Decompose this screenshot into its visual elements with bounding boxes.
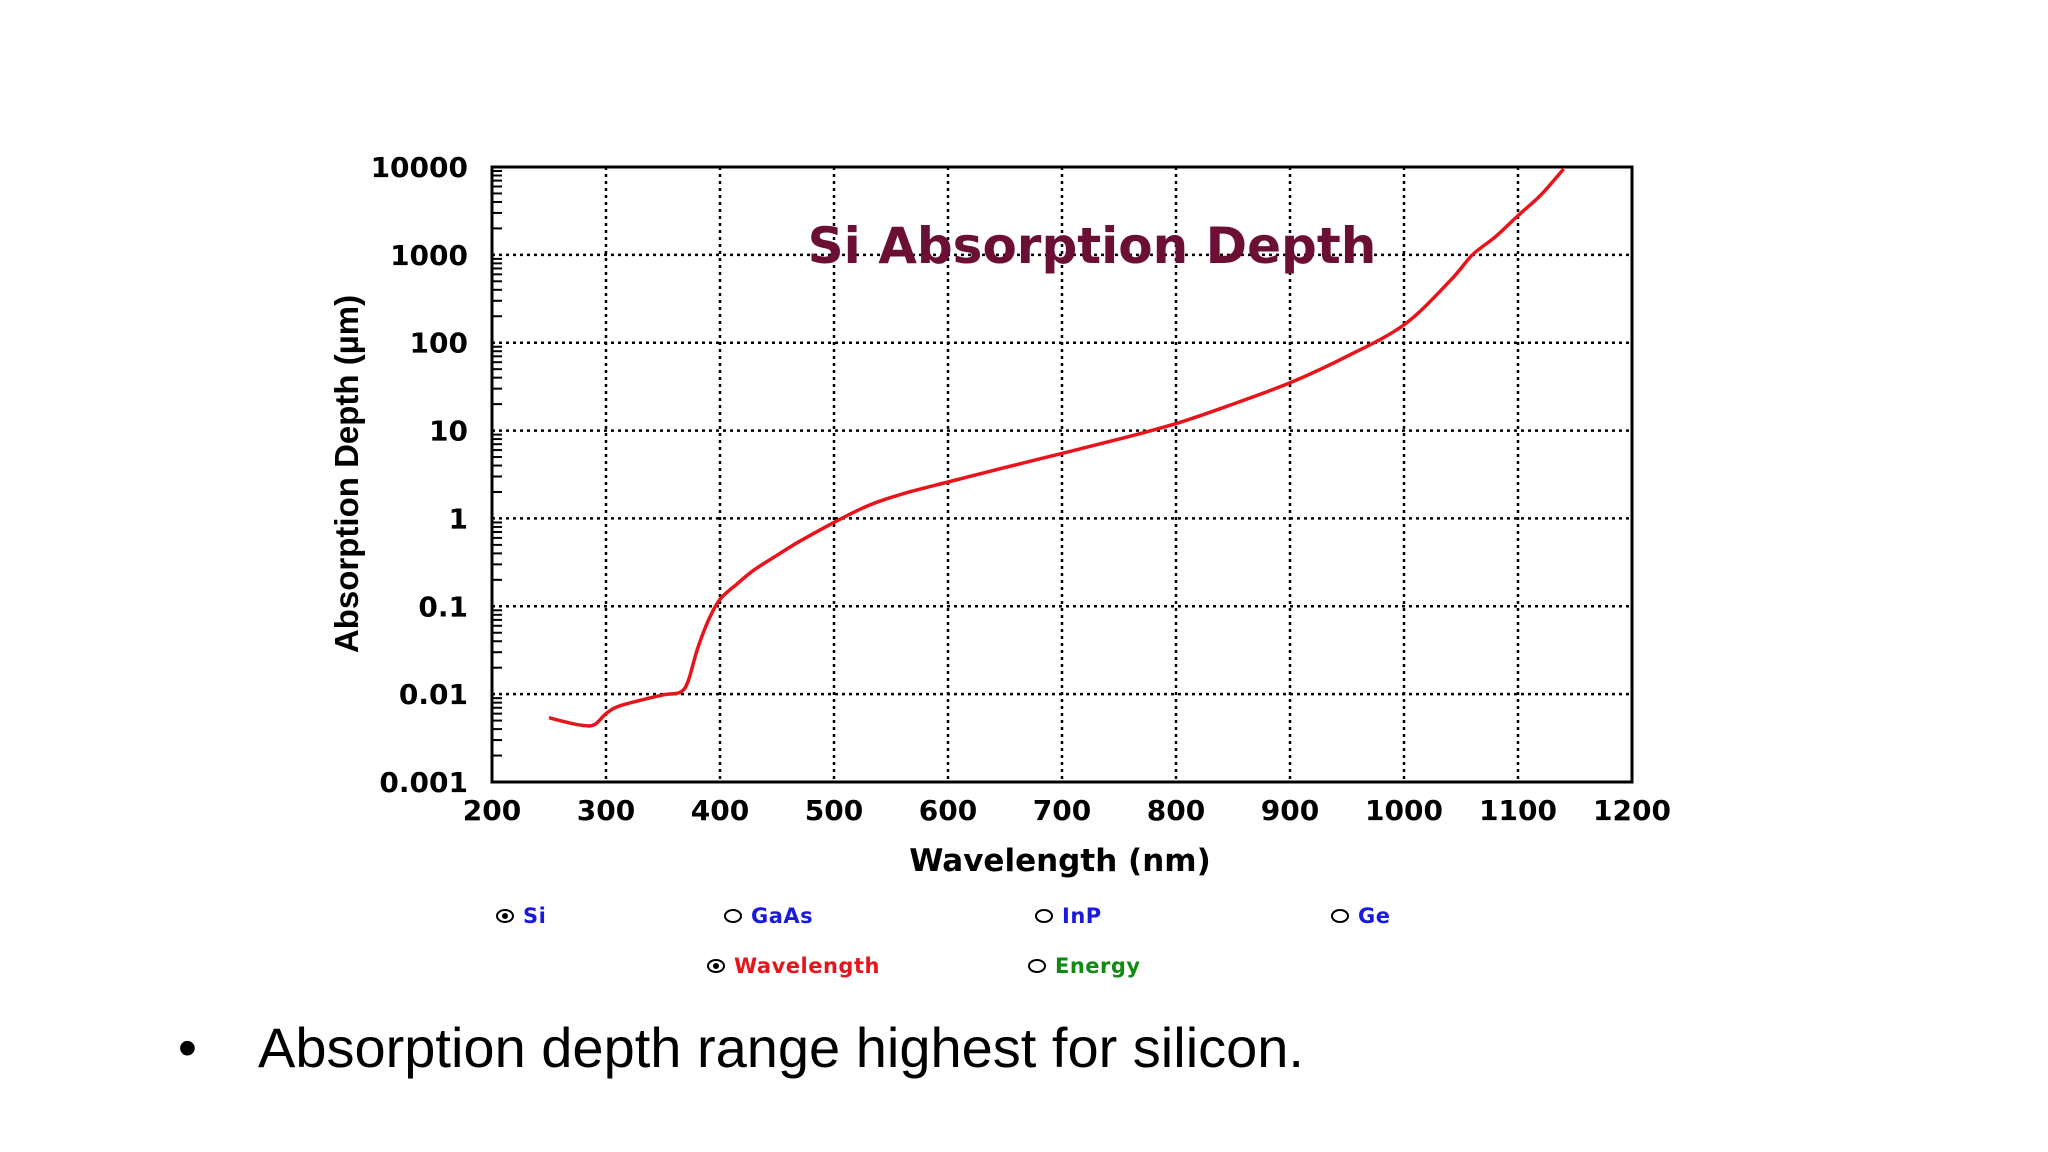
radio-gaas[interactable]: GaAs: [724, 904, 813, 928]
radio-si-label: Si: [523, 904, 547, 928]
chart-grid: [492, 167, 1632, 782]
radio-energy-label: Energy: [1055, 954, 1141, 978]
radio-ge[interactable]: Ge: [1331, 904, 1390, 928]
y-minor-ticks: [492, 170, 502, 757]
y-tick-label: 10: [429, 415, 468, 448]
x-tick-labels: 200 300 400 500 600 700 800 900 1000 1100 1200: [463, 794, 1671, 827]
radio-energy-indicator: [1028, 959, 1046, 973]
radio-si-indicator: [496, 909, 514, 923]
y-tick-labels: 0.001 0.01 0.1 1 10 100 1000 10000: [371, 151, 468, 799]
radio-ge-label: Ge: [1358, 904, 1391, 928]
chart-title: Si Absorption Depth: [808, 217, 1377, 275]
radio-wavelength-label: Wavelength: [734, 954, 880, 978]
y-tick-label: 100: [410, 327, 468, 360]
x-tick-label: 400: [691, 794, 749, 827]
x-tick-label: 700: [1033, 794, 1091, 827]
radio-energy[interactable]: Energy: [1028, 954, 1141, 978]
x-tick-label: 600: [919, 794, 977, 827]
radio-wavelength[interactable]: Wavelength: [707, 954, 880, 978]
radio-gaas-label: GaAs: [751, 904, 814, 928]
bullet-symbol: •: [178, 1017, 197, 1078]
radio-wavelength-indicator: [707, 959, 725, 973]
radio-si[interactable]: Si: [496, 904, 546, 928]
x-tick-label: 300: [577, 794, 635, 827]
y-tick-label: 10000: [371, 151, 468, 184]
radio-inp-indicator: [1035, 909, 1053, 923]
x-tick-label: 900: [1261, 794, 1319, 827]
x-tick-label: 800: [1147, 794, 1205, 827]
y-tick-label: 0.1: [418, 590, 468, 623]
x-tick-label: 500: [805, 794, 863, 827]
radio-ge-indicator: [1331, 909, 1349, 923]
y-tick-label: 0.001: [379, 766, 468, 799]
y-tick-label: 1: [449, 502, 468, 535]
x-tick-label: 200: [463, 794, 521, 827]
y-axis-label: Absorption Depth (µm): [328, 295, 365, 653]
y-tick-label: 0.01: [399, 678, 468, 711]
bullet-text: Absorption depth range highest for silic…: [258, 1016, 1304, 1079]
x-tick-label: 1000: [1365, 794, 1443, 827]
radio-inp[interactable]: InP: [1035, 904, 1102, 928]
x-tick-label: 1200: [1593, 794, 1671, 827]
bullet-point: • Absorption depth range highest for sil…: [178, 1015, 1304, 1080]
plot-frame: [490, 165, 1634, 784]
x-axis-label: Wavelength (nm): [909, 843, 1211, 879]
series-line-si: [548, 167, 1565, 728]
radio-inp-label: InP: [1062, 904, 1102, 928]
x-tick-label: 1100: [1479, 794, 1557, 827]
radio-gaas-indicator: [724, 909, 742, 923]
y-tick-label: 1000: [390, 239, 468, 272]
